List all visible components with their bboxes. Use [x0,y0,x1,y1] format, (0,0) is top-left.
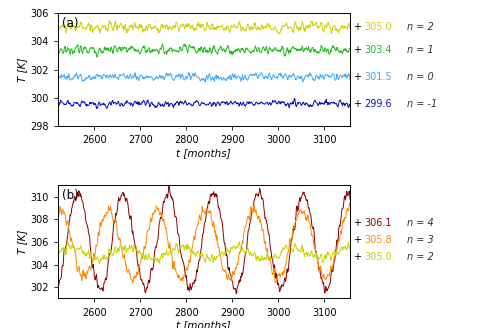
Text: 306.1: 306.1 [364,217,392,228]
Text: +: + [353,235,361,245]
Text: 301.5: 301.5 [364,72,392,82]
Text: n = 1: n = 1 [407,45,434,55]
Text: n = 4: n = 4 [407,217,434,228]
Text: n = 3: n = 3 [407,235,434,245]
Text: n = 2: n = 2 [407,22,434,32]
Text: 305.0: 305.0 [364,22,392,32]
Text: n = -1: n = -1 [407,99,437,109]
X-axis label: t [months]: t [months] [176,148,231,158]
Text: (a): (a) [62,16,78,30]
Text: 303.4: 303.4 [364,45,392,55]
X-axis label: t [months]: t [months] [176,320,231,328]
Text: (b): (b) [62,189,78,202]
Text: +: + [353,22,361,32]
Text: 299.6: 299.6 [364,99,392,109]
Text: n = 0: n = 0 [407,72,434,82]
Text: +: + [353,252,361,262]
Text: +: + [353,72,361,82]
Y-axis label: T [K]: T [K] [17,230,27,254]
Y-axis label: T [K]: T [K] [17,57,27,82]
Text: +: + [353,217,361,228]
Text: 305.0: 305.0 [364,252,392,262]
Text: 305.8: 305.8 [364,235,392,245]
Text: +: + [353,45,361,55]
Text: +: + [353,99,361,109]
Text: n = 2: n = 2 [407,252,434,262]
